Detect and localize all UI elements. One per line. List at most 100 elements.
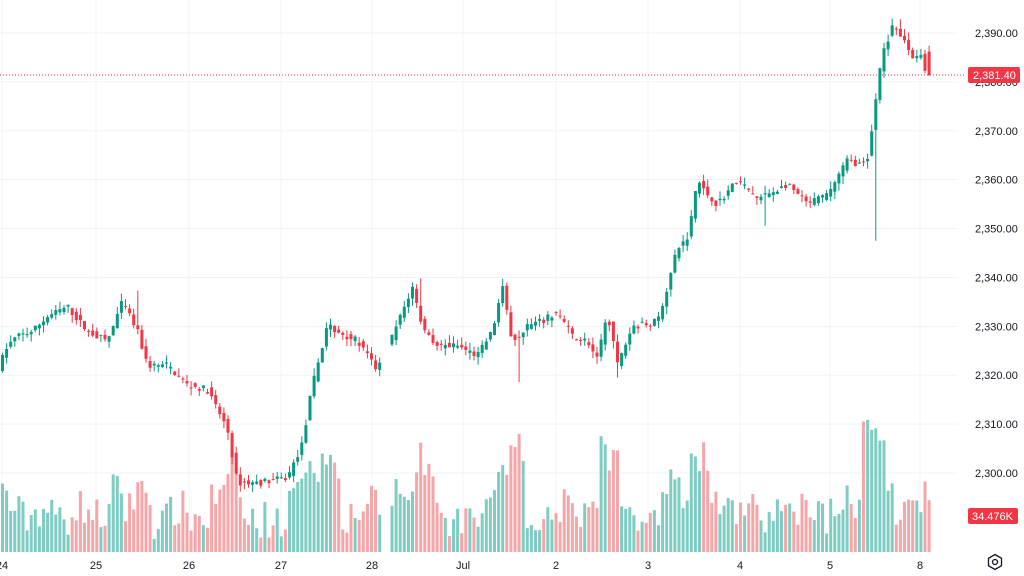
candle-body <box>452 343 455 348</box>
candle-body <box>103 334 107 340</box>
time-tick-label: 25 <box>90 560 102 572</box>
volume-bar <box>132 509 136 552</box>
candle-body <box>599 339 603 357</box>
volume-bar <box>148 504 152 552</box>
candle-body <box>185 381 189 384</box>
volume-bar <box>238 497 242 552</box>
volume-bar <box>800 493 804 552</box>
volume-bar <box>484 499 488 552</box>
candle-body <box>124 306 127 308</box>
candle-body <box>693 190 697 219</box>
candle-body <box>562 318 566 322</box>
volume-bar <box>816 501 820 552</box>
candle-body <box>538 318 542 321</box>
candle-body <box>898 28 902 37</box>
price-axis[interactable]: 2,300.00 2,310.00 2,320.00 2,330.00 2,340.00… <box>975 28 1018 480</box>
volume-bar <box>771 520 775 552</box>
volume-bar <box>591 501 595 552</box>
volume-bar <box>862 421 865 552</box>
volume-bar <box>206 527 209 552</box>
volume-bar <box>439 512 443 552</box>
candle-body <box>509 312 513 337</box>
volume-bar <box>251 508 255 552</box>
time-tick-label: 4 <box>737 560 743 572</box>
volume-bar <box>599 436 603 552</box>
volume-bar <box>390 505 394 552</box>
candle-body <box>312 375 316 397</box>
volume-bar <box>927 500 931 552</box>
candle-body <box>5 349 9 358</box>
volume-bar <box>222 484 226 552</box>
candle-body <box>657 316 660 321</box>
candle-body <box>349 334 353 340</box>
candle-body <box>37 324 41 329</box>
volume-bar <box>775 499 779 552</box>
candle-body <box>17 333 21 336</box>
candle-body <box>493 323 496 335</box>
candle-body <box>132 314 136 326</box>
candle-body <box>333 325 337 333</box>
volume-bar <box>882 440 886 552</box>
candle-body <box>25 334 29 336</box>
candle-body <box>83 320 86 330</box>
candle-body <box>525 324 529 331</box>
candle-body <box>570 328 574 334</box>
volume-bar <box>550 519 554 552</box>
candle-body <box>698 182 701 194</box>
candle-body <box>513 334 517 341</box>
volume-bar <box>226 474 230 552</box>
volume-bar <box>825 533 829 552</box>
candle-body <box>784 185 788 188</box>
volume-bar <box>25 530 29 552</box>
volume-bar <box>54 514 58 552</box>
gear-icon <box>987 553 1003 571</box>
volume-bar <box>37 526 41 552</box>
volume-bar <box>136 482 140 552</box>
volume-bar <box>878 440 882 552</box>
candle-body <box>923 53 927 71</box>
candle-body <box>62 307 66 313</box>
candle-body <box>419 305 423 322</box>
volume-bar <box>845 485 849 552</box>
candle-body <box>611 321 615 342</box>
volume-bar <box>247 524 250 552</box>
candle-body <box>119 301 123 313</box>
volume-bar <box>611 450 615 552</box>
candle-body <box>681 241 685 246</box>
candle-body <box>431 335 435 343</box>
candle-body <box>837 173 841 184</box>
volume-bar <box>169 496 173 552</box>
time-axis[interactable]: 24 25 26 27 28 Jul 2 3 4 5 8 <box>0 560 923 572</box>
candle-body <box>33 325 37 331</box>
candle-body <box>58 309 62 313</box>
candle-body <box>193 383 197 387</box>
candle-body <box>804 196 808 202</box>
candle-body <box>156 365 160 367</box>
volume-bar <box>464 508 468 552</box>
candle-body <box>152 363 156 366</box>
candle-body <box>111 325 115 336</box>
volume-bar <box>230 449 234 552</box>
candle-body <box>775 191 779 194</box>
volume-bar <box>279 536 283 552</box>
candle-body <box>767 193 771 197</box>
volume-bar <box>267 537 271 552</box>
candle-body <box>283 478 287 481</box>
candle-body <box>148 360 152 368</box>
volume-bar <box>517 433 521 552</box>
candle-body <box>579 339 583 341</box>
volume-bar <box>607 470 611 552</box>
volume-bar <box>452 519 455 552</box>
candle-body <box>341 332 345 335</box>
last-price-badge: 2,381.40 <box>968 67 1020 84</box>
volume-bar <box>538 530 542 552</box>
chart-settings-button[interactable] <box>986 553 1004 571</box>
candle-body <box>710 197 714 202</box>
candle-body <box>648 325 652 327</box>
candle-body <box>337 329 341 333</box>
volume-bar <box>570 503 574 552</box>
candle-body <box>411 286 414 299</box>
candle-body <box>234 452 238 474</box>
candle-body <box>99 334 103 336</box>
